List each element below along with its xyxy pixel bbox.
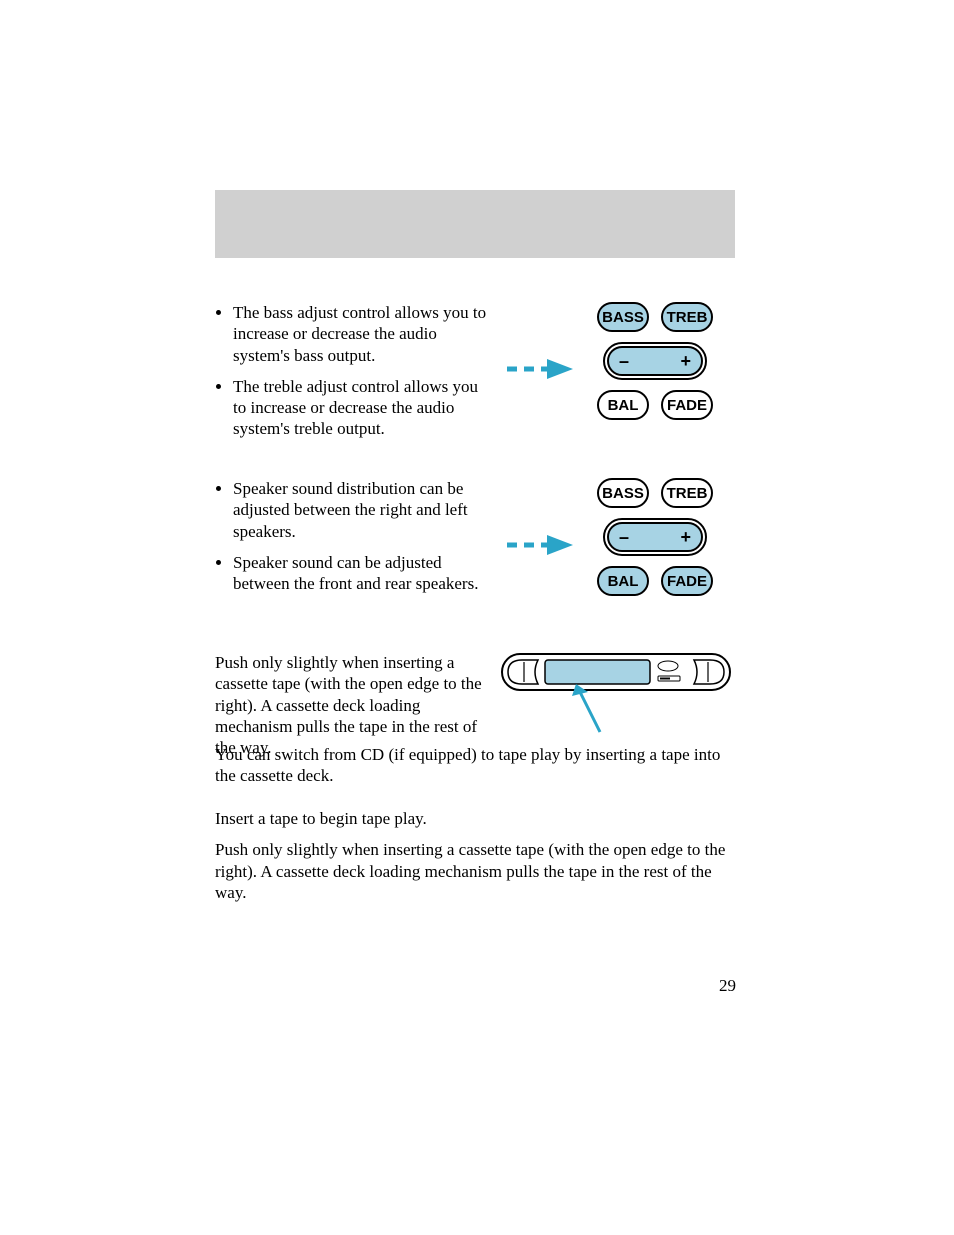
fade-button[interactable]: FADE bbox=[661, 566, 713, 596]
bass-button[interactable]: BASS bbox=[597, 478, 649, 508]
bullet: Speaker sound can be adjusted between th… bbox=[233, 552, 495, 595]
cassette-deck-diagram bbox=[500, 652, 735, 742]
section4: Insert a tape to begin tape play. Push o… bbox=[215, 808, 735, 903]
section1: The bass adjust control allows you to in… bbox=[215, 302, 495, 450]
control-panel-bal-fade: BASS TREB – + BAL FADE bbox=[570, 478, 740, 596]
minus-label: – bbox=[619, 351, 629, 372]
arrow-icon bbox=[505, 355, 580, 383]
adjust-rocker[interactable]: – + bbox=[607, 522, 703, 552]
bullet: The bass adjust control allows you to in… bbox=[233, 302, 495, 366]
plus-label: + bbox=[680, 527, 691, 548]
plus-label: + bbox=[680, 351, 691, 372]
page: The bass adjust control allows you to in… bbox=[0, 0, 954, 1235]
bal-button[interactable]: BAL bbox=[597, 390, 649, 420]
control-panel-bass-treb: BASS TREB – + BAL FADE bbox=[570, 302, 740, 420]
page-number: 29 bbox=[719, 976, 736, 996]
treb-button[interactable]: TREB bbox=[661, 478, 713, 508]
arrow-icon bbox=[505, 531, 580, 559]
treb-button[interactable]: TREB bbox=[661, 302, 713, 332]
paragraph: You can switch from CD (if equipped) to … bbox=[215, 744, 735, 787]
rocker-outer: – + bbox=[603, 342, 707, 380]
section2: Speaker sound distribution can be adjust… bbox=[215, 478, 495, 604]
paragraph: Insert a tape to begin tape play. bbox=[215, 808, 735, 829]
paragraph: Push only slightly when inserting a cass… bbox=[215, 839, 735, 903]
paragraph: Push only slightly when inserting a cass… bbox=[215, 652, 495, 758]
adjust-rocker[interactable]: – + bbox=[607, 346, 703, 376]
rocker-outer: – + bbox=[603, 518, 707, 556]
bass-button[interactable]: BASS bbox=[597, 302, 649, 332]
fade-button[interactable]: FADE bbox=[661, 390, 713, 420]
header-band bbox=[215, 190, 735, 258]
minus-label: – bbox=[619, 527, 629, 548]
bullet: The treble adjust control allows you to … bbox=[233, 376, 495, 440]
bullet: Speaker sound distribution can be adjust… bbox=[233, 478, 495, 542]
section3: Push only slightly when inserting a cass… bbox=[215, 652, 495, 758]
bal-button[interactable]: BAL bbox=[597, 566, 649, 596]
section3b: You can switch from CD (if equipped) to … bbox=[215, 744, 735, 787]
